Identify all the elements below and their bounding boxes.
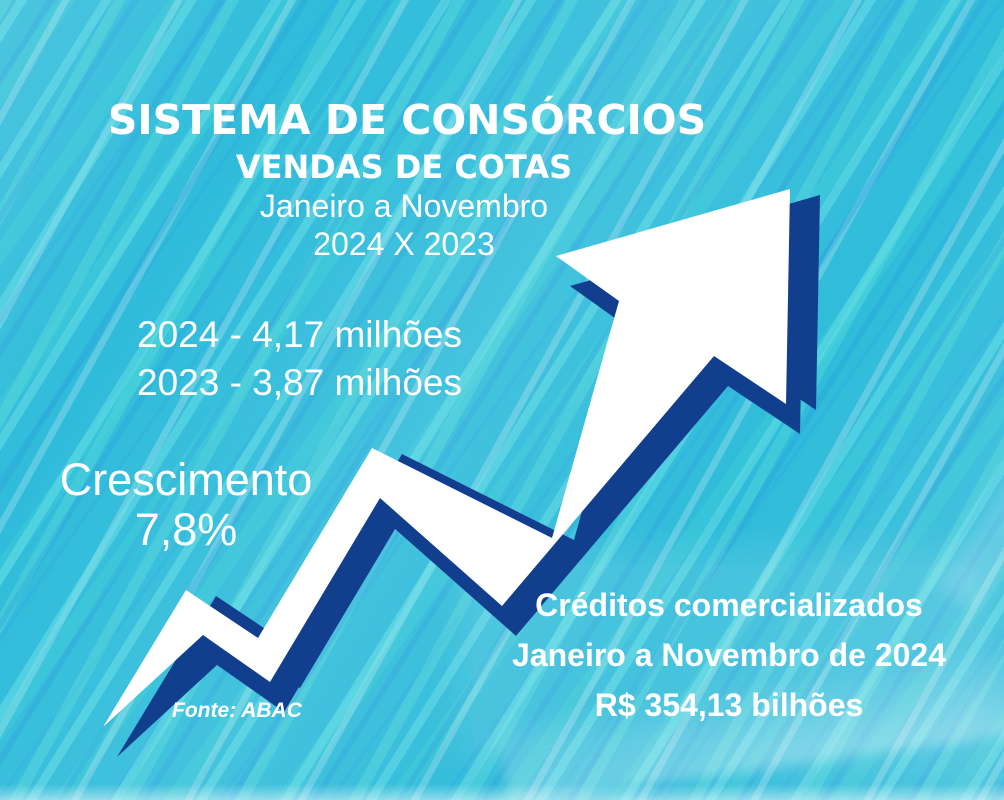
stat-2023: 2023 - 3,87 milhões [137, 362, 462, 403]
period-line-2: 2024 X 2023 [313, 226, 495, 262]
bottom-fade [0, 784, 1004, 800]
period-line-1: Janeiro a Novembro [259, 188, 549, 224]
subtitle: VENDAS DE COTAS [235, 148, 573, 186]
source-note: Fonte: ABAC [172, 699, 302, 722]
credits-line-3: R$ 354,13 bilhões [594, 687, 864, 723]
stat-2024: 2024 - 4,17 milhões [137, 314, 462, 355]
credits-highlight-panel [474, 566, 974, 748]
growth-label: Crescimento [59, 454, 313, 505]
credits-block: Créditos comercializados Janeiro a Novem… [486, 580, 972, 730]
page-title: SISTEMA DE CONSÓRCIOS [107, 96, 707, 144]
growth-value: 7,8% [134, 504, 238, 555]
credits-line-1: Créditos comercializados [535, 587, 923, 623]
credits-line-2: Janeiro a Novembro de 2024 [512, 637, 946, 673]
arrow-face [103, 189, 790, 727]
